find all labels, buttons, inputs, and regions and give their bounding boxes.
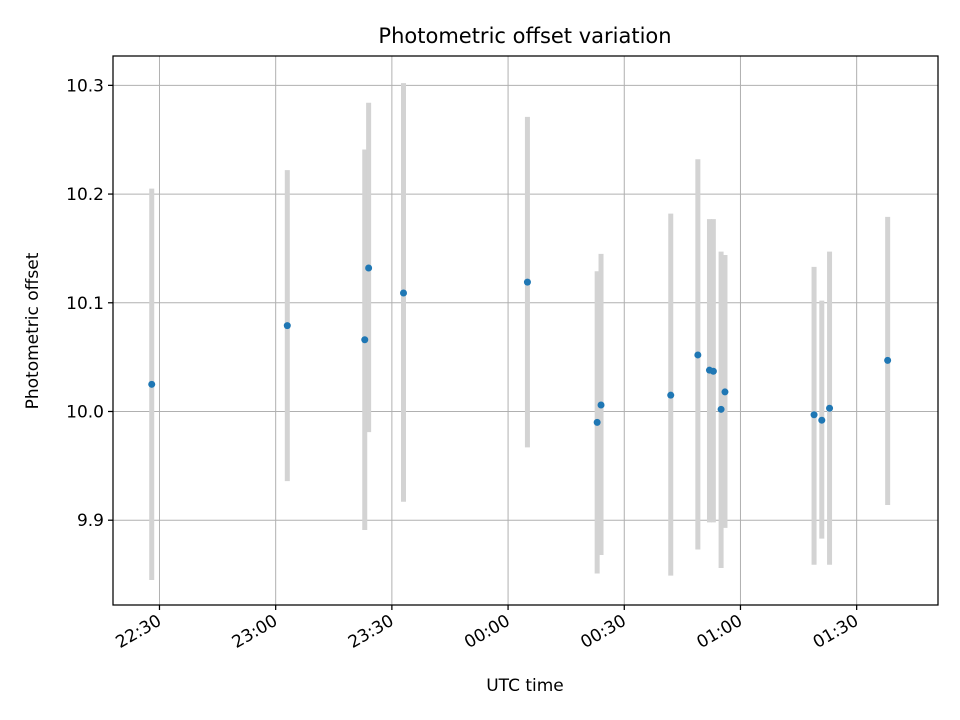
x-tick-label: 01:00 [694,611,746,653]
data-point [826,404,834,412]
data-point [810,411,818,419]
x-tick-label: 00:30 [577,611,629,653]
data-point [593,418,601,426]
y-tick-label: 10.3 [66,76,104,96]
data-point [884,356,892,364]
tick-layer: 22:30 23:00 23:30 00:00 00:30 01:00 01:30 9.9 10… [66,76,862,652]
data-point [818,416,826,424]
y-tick-label: 10.0 [66,402,104,422]
data-point [667,391,675,399]
plot-frame [112,55,939,606]
data-point [399,289,407,297]
data-point [148,380,156,388]
y-tick-label: 9.9 [77,511,104,531]
x-tick-label: 00:00 [461,611,513,653]
data-point [597,401,605,409]
errorbar-layer [149,83,891,580]
y-tick-label: 10.1 [66,294,104,314]
x-tick-label: 23:00 [229,611,281,653]
data-point [709,367,717,375]
data-point [523,278,531,286]
data-point [721,388,729,396]
data-point [694,351,702,359]
data-point [283,322,291,330]
data-point [361,336,369,344]
x-tick-label: 23:30 [345,611,397,653]
data-point [365,264,373,272]
data-point [717,405,725,413]
x-axis-label: UTC time [486,676,564,696]
x-tick-label: 22:30 [113,611,165,653]
chart-title: Photometric offset variation [378,24,671,48]
point-layer [148,264,892,426]
y-axis-label: Photometric offset [23,252,43,409]
y-tick-label: 10.2 [66,185,104,205]
x-tick-label: 01:30 [810,611,862,653]
